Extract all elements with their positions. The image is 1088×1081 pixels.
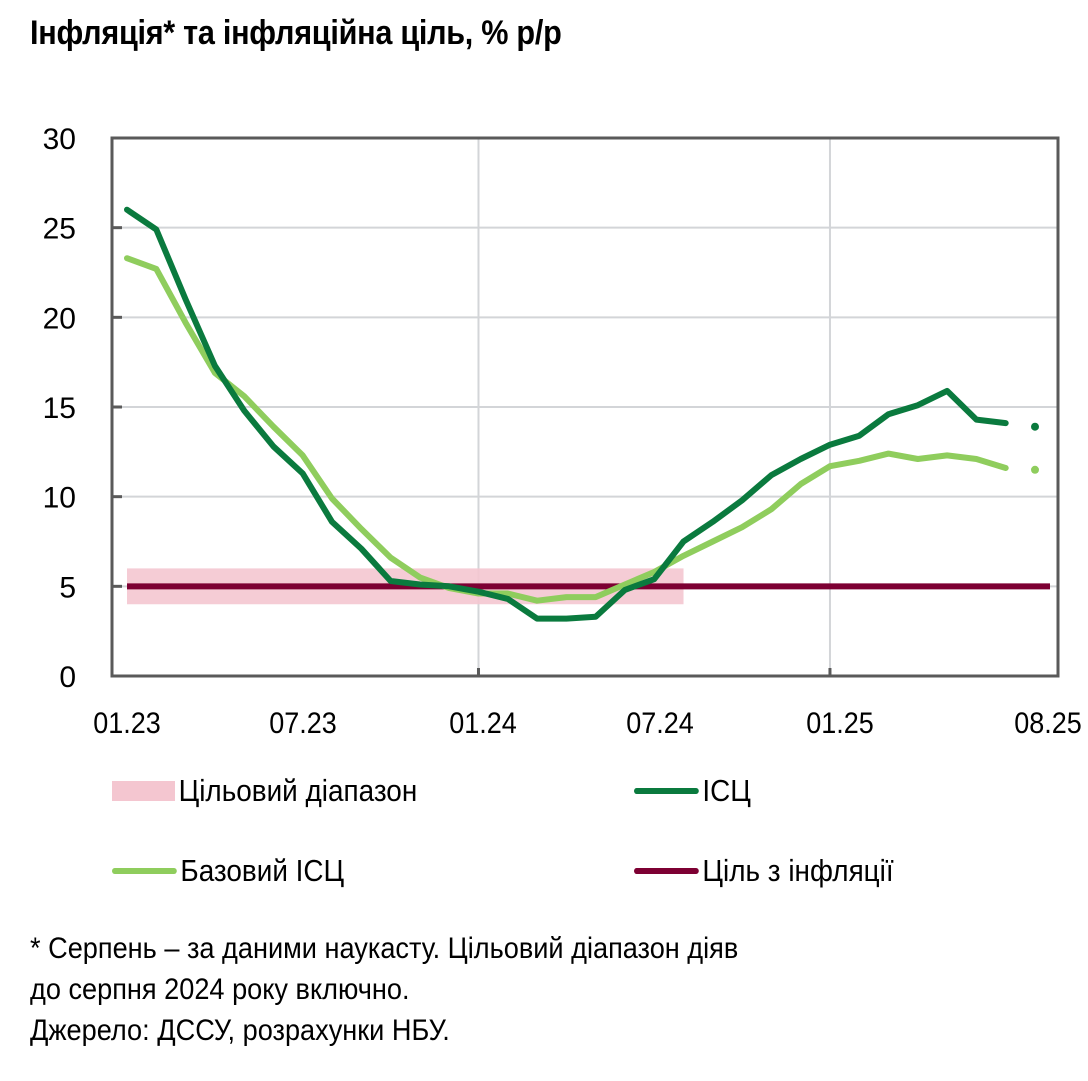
y-tick-label: 30: [43, 123, 76, 156]
footnote-line-1: * Серпень – за даними наукасту. Цільовий…: [30, 932, 739, 965]
footnote-source: Джерело: ДССУ, розрахунки НБУ.: [30, 1014, 450, 1047]
core-cpi-nowcast-point: [1031, 465, 1039, 474]
chart-title: Інфляція* та інфляційна ціль, % р/р: [30, 14, 562, 52]
x-tick-label: 07.23: [269, 707, 337, 741]
legend-label-core-cpi: Базовий ІСЦ: [180, 853, 345, 888]
y-tick-label: 20: [43, 302, 76, 335]
cpi-swatch: [634, 788, 699, 794]
y-tick-label: 0: [59, 661, 76, 694]
x-axis-labels: 01.23 07.23 01.24 07.24 01.25 08.25: [93, 707, 1082, 741]
footnote-line-2: до серпня 2024 року включно.: [30, 973, 410, 1006]
x-tick-label: 01.24: [449, 707, 517, 741]
x-tick-label: 07.24: [626, 707, 694, 741]
legend-label-target-range: Цільовий діапазон: [178, 773, 418, 808]
x-tick-label: 01.23: [93, 707, 161, 741]
cpi-nowcast-point: [1031, 422, 1039, 431]
inflation-chart: 0 5 10 15 20 25 30 01.23 07.23 01.24 07.24 01.25 08…: [43, 123, 1082, 741]
y-tick-label: 5: [59, 571, 76, 604]
y-axis-labels: 0 5 10 15 20 25 30: [43, 123, 76, 694]
cpi-line: [124, 206, 1009, 622]
core-cpi-line: [124, 255, 1009, 604]
legend-item-core-cpi: Базовий ІСЦ: [112, 853, 344, 889]
y-tick-label: 10: [43, 482, 76, 515]
plot-frame: [110, 136, 1060, 678]
inflation-target-swatch: [634, 868, 699, 874]
target-range-swatch: [112, 781, 175, 801]
legend-label-inflation-target: Ціль з інфляції: [702, 853, 894, 888]
y-tick-label: 25: [43, 213, 76, 246]
legend-item-cpi: ІСЦ: [634, 773, 751, 809]
legend-item-target-range: Цільовий діапазон: [112, 773, 417, 809]
x-tick-label: 08.25: [1014, 707, 1082, 741]
footnote: * Серпень – за даними наукасту. Цільовий…: [30, 928, 738, 1051]
legend-item-inflation-target: Ціль з інфляції: [634, 853, 894, 889]
legend-label-cpi: ІСЦ: [702, 773, 751, 808]
core-cpi-swatch: [112, 868, 177, 874]
x-tick-label: 01.25: [806, 707, 874, 741]
y-tick-label: 15: [43, 392, 76, 425]
